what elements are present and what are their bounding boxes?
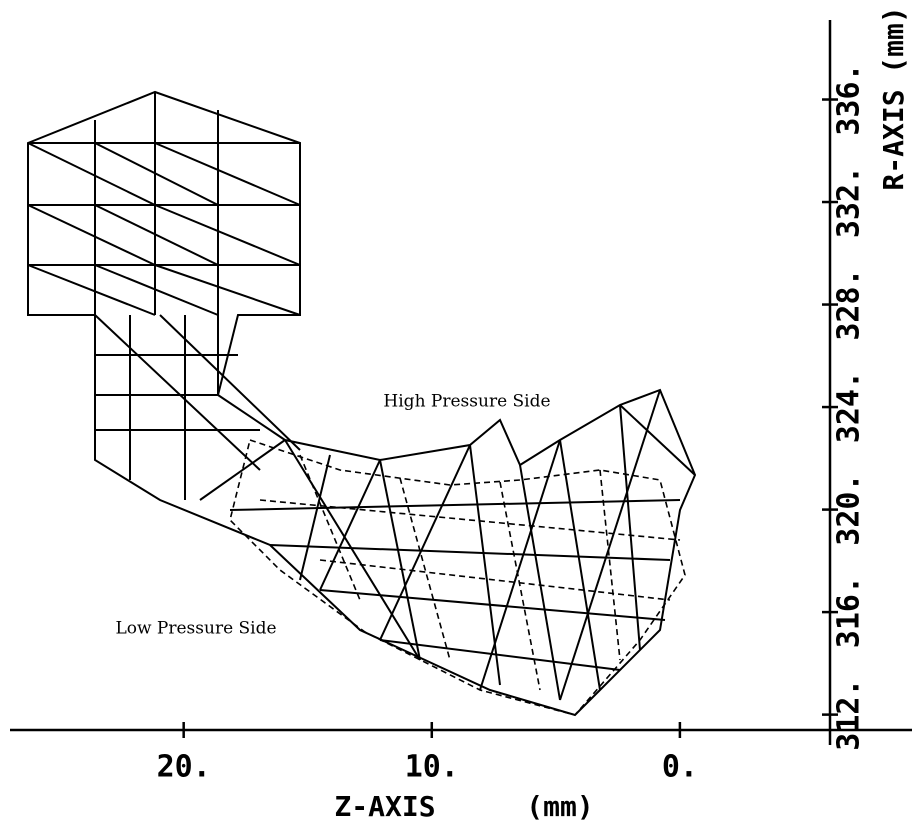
x-tick-label: 0. [662,750,698,785]
x-axis-unit: (mm) [526,790,593,823]
annotation: Low Pressure Side [115,619,276,639]
y-tick-label: 328. [832,268,867,340]
mesh-edge [319,559,671,601]
y-tick-label: 316. [832,576,867,648]
mesh-edge [229,499,681,511]
mesh-edge [154,264,301,316]
y-tick-label: 312. [832,678,867,750]
mesh-edge [299,454,361,601]
mesh-edge [519,464,561,701]
mesh-edge [94,264,219,316]
y-tick-label: 332. [832,166,867,238]
mesh-edge [94,204,219,266]
y-tick-label: 336. [832,63,867,135]
mesh-edge [379,444,471,641]
mesh-edge [379,639,621,671]
mesh-edge [619,404,696,476]
y-axis-unit: (mm) [877,6,910,73]
mesh-edge [154,204,301,266]
mesh-edge [199,439,286,501]
mesh-edge [559,389,661,701]
mesh-edge [27,204,156,266]
x-tick-label: 10. [405,750,459,785]
mesh-edge [399,477,451,661]
mesh-edge [479,439,561,691]
mesh-edge [269,544,671,561]
x-axis-title: Z-AXIS [334,790,435,823]
mesh-edge [27,142,156,206]
mesh-edge [379,459,421,661]
y-tick-label: 320. [832,473,867,545]
mesh-edge [299,454,331,581]
annotation: High Pressure Side [383,392,550,412]
mesh-edge [94,142,219,206]
mesh-edge [619,404,641,651]
x-tick-label: 20. [157,750,211,785]
mesh-edge [559,439,601,691]
mesh-edge [27,264,156,316]
mesh-edge [319,589,666,621]
mesh-edge [159,314,301,451]
mesh-edge [284,439,421,661]
y-axis-title: R-AXIS [877,89,910,190]
original-mesh [27,90,697,717]
mesh-edge [154,142,301,206]
y-tick-label: 324. [832,371,867,443]
mesh-edge [94,314,261,471]
mesh-outline [229,438,686,716]
mesh-edge [319,459,381,591]
mesh-edge [259,499,681,541]
mesh-edge [499,481,541,691]
